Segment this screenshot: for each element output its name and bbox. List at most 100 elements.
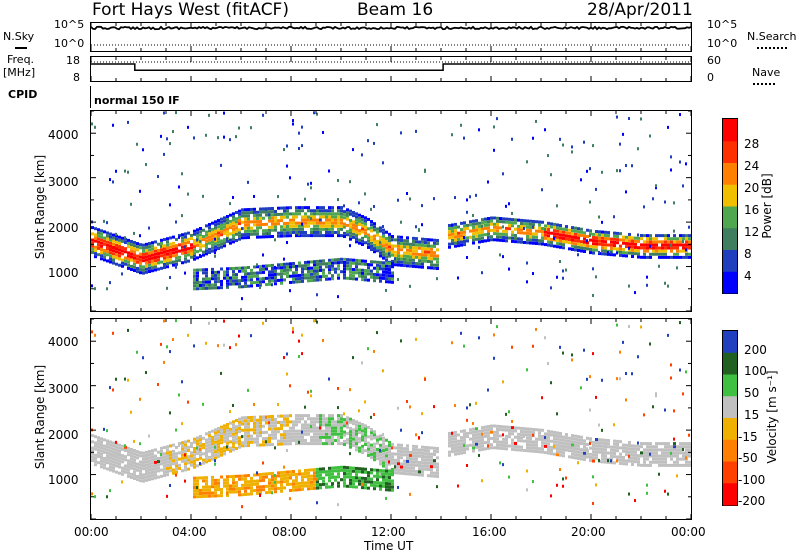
velocity-cell: [679, 457, 682, 461]
power-cell: [220, 220, 223, 224]
velocity-cell: [337, 484, 340, 488]
power-cell: [463, 224, 466, 228]
power-colorbar-segment: [723, 140, 737, 163]
velocity-cell: [541, 450, 544, 454]
velocity-cell: [385, 488, 388, 492]
velocity-cell: [340, 432, 343, 436]
power-cell: [241, 269, 244, 273]
power-cell: [628, 248, 631, 252]
velocity-cell: [184, 459, 187, 463]
velocity-cell: [148, 471, 151, 475]
power-cell: [379, 254, 382, 258]
power-cell: [373, 228, 376, 232]
velocity-cell: [217, 494, 220, 498]
velocity-cell: [667, 445, 670, 449]
power-cell: [655, 234, 658, 238]
velocity-cell: [349, 445, 352, 449]
power-cell: [223, 225, 226, 229]
velocity-cell: [373, 445, 376, 449]
power-cell: [340, 218, 343, 222]
velocity-cell: [367, 447, 370, 451]
velocity-cell: [487, 437, 490, 441]
power-cell: [175, 265, 177, 269]
velocity-cell: [127, 450, 130, 454]
velocity-cell: [361, 426, 364, 430]
velocity-cell: [268, 418, 271, 422]
velocity-cell: [163, 470, 166, 474]
velocity-cell: [568, 449, 571, 453]
power-cell: [118, 251, 121, 255]
power-cell: [238, 266, 241, 270]
power-cell: [268, 276, 271, 280]
power-cell: [574, 242, 577, 246]
velocity-cell: [298, 440, 300, 444]
power-cell: [427, 253, 430, 257]
power-cell: [484, 217, 487, 221]
velocity-cell: [559, 447, 562, 451]
power-cell: [268, 279, 271, 283]
power-cell: [688, 237, 691, 241]
power-cell: [295, 206, 298, 210]
velocity-cell: [289, 432, 292, 436]
power-cell: [628, 284, 630, 288]
velocity-cell: [223, 319, 225, 323]
power-cell: [250, 268, 253, 272]
power-cell: [244, 208, 247, 212]
power-colorbar-segment: [723, 271, 737, 294]
power-cell: [589, 232, 592, 236]
velocity-cell: [331, 485, 334, 489]
power-cell: [280, 219, 283, 223]
power-cell: [223, 219, 226, 223]
power-cell: [424, 169, 426, 173]
power-cell: [544, 228, 546, 232]
power-cell: [229, 213, 232, 217]
power-cell: [97, 253, 100, 257]
power-cell: [313, 212, 316, 216]
power-cell: [397, 251, 400, 255]
velocity-cell: [250, 334, 252, 338]
velocity-cell: [382, 475, 385, 479]
velocity-cell: [661, 454, 664, 458]
power-cell: [220, 227, 223, 230]
power-cell: [244, 217, 247, 221]
power-cell: [331, 227, 334, 231]
power-cell: [649, 246, 652, 250]
velocity-cell: [274, 473, 276, 477]
velocity-cell: [457, 452, 460, 456]
power-cell: [124, 259, 127, 263]
power-cell: [595, 236, 598, 240]
velocity-cell: [466, 435, 469, 438]
power-cell: [319, 268, 322, 272]
velocity-cell: [289, 420, 292, 424]
velocity-cell: [688, 460, 691, 464]
velocity-cell: [199, 441, 202, 445]
power-cell: [367, 139, 369, 143]
power-cell: [415, 252, 418, 256]
velocity-cell: [562, 351, 564, 355]
power-cell: [166, 249, 169, 253]
power-cell: [631, 236, 634, 240]
power-cell: [601, 239, 604, 243]
power-cell: [370, 244, 373, 248]
power-cell: [340, 215, 343, 219]
power-cell: [679, 234, 682, 238]
power-cell: [283, 269, 286, 273]
power-cell: [229, 223, 232, 226]
velocity-cell: [535, 437, 538, 441]
power-cell: [589, 247, 592, 251]
velocity-cell: [349, 388, 351, 392]
power-cell: [226, 233, 229, 237]
power-cell: [598, 236, 601, 240]
velocity-cell: [337, 469, 340, 473]
power-cell: [232, 276, 235, 280]
power-cell: [166, 259, 169, 262]
velocity-cell: [463, 447, 466, 451]
power-cell: [199, 283, 202, 287]
power-cell: [421, 247, 424, 250]
velocity-cell: [658, 457, 661, 461]
velocity-cell: [391, 470, 394, 474]
velocity-cell: [274, 480, 276, 484]
power-cell: [268, 273, 271, 277]
velocity-cell: [412, 451, 415, 455]
power-cell: [523, 231, 526, 235]
